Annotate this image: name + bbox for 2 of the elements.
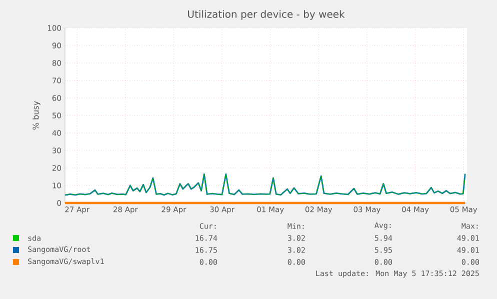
chart-title: Utilization per device - by week <box>188 10 345 20</box>
y-axis-title: % busy <box>32 101 40 130</box>
